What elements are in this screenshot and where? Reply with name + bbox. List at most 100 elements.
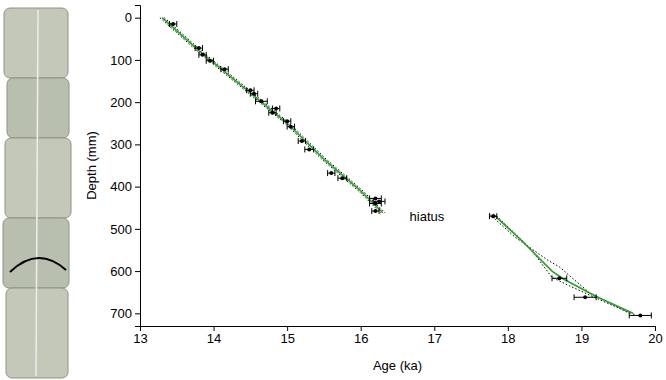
error-bar-cap xyxy=(228,66,229,72)
tick: 20 xyxy=(648,326,662,346)
error-bar-cap xyxy=(298,138,299,144)
tick: 14 xyxy=(207,326,221,346)
error-bar-cap xyxy=(268,110,269,116)
error-bar xyxy=(283,118,290,124)
tick-label: 0 xyxy=(125,10,132,25)
tick-mark xyxy=(135,102,140,103)
tick: 19 xyxy=(575,326,589,346)
annotation: hiatus xyxy=(410,209,445,224)
error-bar xyxy=(169,21,176,27)
error-bar-cap xyxy=(206,52,207,58)
data-point xyxy=(252,92,256,96)
error-bar xyxy=(256,98,268,104)
tick: 300 xyxy=(110,137,140,152)
error-bar-cap xyxy=(283,118,284,124)
data-point xyxy=(289,125,293,129)
error-bar xyxy=(552,275,567,281)
error-bar-cap xyxy=(294,124,295,130)
tick: 0 xyxy=(125,10,140,25)
data-point xyxy=(373,196,377,200)
error-bar-cap xyxy=(566,275,567,281)
error-bar-cap xyxy=(195,45,196,51)
tick-label: 600 xyxy=(110,264,132,279)
tick-mark xyxy=(135,18,140,19)
error-bar xyxy=(370,201,382,207)
tick-label: 400 xyxy=(110,179,132,194)
error-bar-cap xyxy=(206,58,207,64)
error-bar-cap xyxy=(279,105,280,111)
tick: 17 xyxy=(428,326,442,346)
error-bar-cap xyxy=(371,208,372,214)
marks xyxy=(160,18,651,319)
error-bar-cap xyxy=(337,175,338,181)
tick-label: 20 xyxy=(648,331,662,346)
error-bar-cap xyxy=(176,21,177,27)
error-bar xyxy=(195,45,202,51)
error-bar-cap xyxy=(313,146,314,152)
error-bar-cap xyxy=(267,98,268,104)
data-point xyxy=(638,313,642,317)
error-bar-cap xyxy=(327,170,328,176)
data-point xyxy=(171,22,175,26)
tick-mark xyxy=(135,229,140,230)
data-point xyxy=(583,295,587,299)
confidence-bound xyxy=(164,18,636,316)
error-bar xyxy=(199,52,206,58)
error-bar xyxy=(328,170,335,176)
data-point xyxy=(197,46,201,50)
tick: 500 xyxy=(110,222,140,237)
error-bar xyxy=(372,208,379,214)
error-bar xyxy=(629,312,651,318)
x-axis-title: Age (ka) xyxy=(373,358,422,373)
tick: 200 xyxy=(110,95,140,110)
error-bar-cap xyxy=(255,98,256,104)
axis-line xyxy=(135,6,141,327)
error-bar-cap xyxy=(272,105,273,111)
tick: 600 xyxy=(110,264,140,279)
tick: 700 xyxy=(110,306,140,321)
error-bar-cap xyxy=(334,170,335,176)
error-bar-cap xyxy=(276,110,277,116)
chart: 13141516171819200100200300400500600700Ag… xyxy=(0,0,666,380)
error-bar-cap xyxy=(213,58,214,64)
error-bar-cap xyxy=(552,275,553,281)
error-bar-cap xyxy=(381,201,382,207)
data-point xyxy=(307,147,311,151)
tick: 100 xyxy=(110,53,140,68)
tick-label: 700 xyxy=(110,306,132,321)
error-bar xyxy=(206,58,213,64)
error-bar-cap xyxy=(246,87,247,93)
data-point xyxy=(208,59,212,63)
error-bar-cap xyxy=(384,198,385,204)
y-axis: 0 100 200 300 400 500 600 700 xyxy=(110,6,140,327)
tick: 13 xyxy=(133,326,147,346)
tick-label: 13 xyxy=(133,331,147,346)
error-bar xyxy=(489,213,496,219)
error-bar-cap xyxy=(290,118,291,124)
error-bar-cap xyxy=(305,138,306,144)
tick-label: 100 xyxy=(110,53,132,68)
data-point xyxy=(373,202,377,206)
error-bar-cap xyxy=(489,213,490,219)
tick-mark xyxy=(135,187,140,188)
error-bar-cap xyxy=(250,91,251,97)
error-bar xyxy=(338,175,347,181)
data-point xyxy=(201,53,205,57)
confidence-bound xyxy=(160,18,629,314)
error-bar-cap xyxy=(220,66,221,72)
data-point xyxy=(491,214,495,218)
tick: 400 xyxy=(110,179,140,194)
error-bar xyxy=(574,294,596,300)
error-bar xyxy=(250,91,257,97)
y-axis-title: Depth (mm) xyxy=(84,131,99,200)
tick: 18 xyxy=(501,326,515,346)
error-bar-cap xyxy=(257,91,258,97)
data-point xyxy=(373,209,377,213)
photo-segment xyxy=(4,8,68,78)
tick-label: 500 xyxy=(110,222,132,237)
data-point xyxy=(270,111,274,115)
error-bar-cap xyxy=(169,21,170,27)
error-bar-cap xyxy=(596,294,597,300)
photo-segment xyxy=(5,138,71,218)
error-bar-cap xyxy=(287,124,288,130)
